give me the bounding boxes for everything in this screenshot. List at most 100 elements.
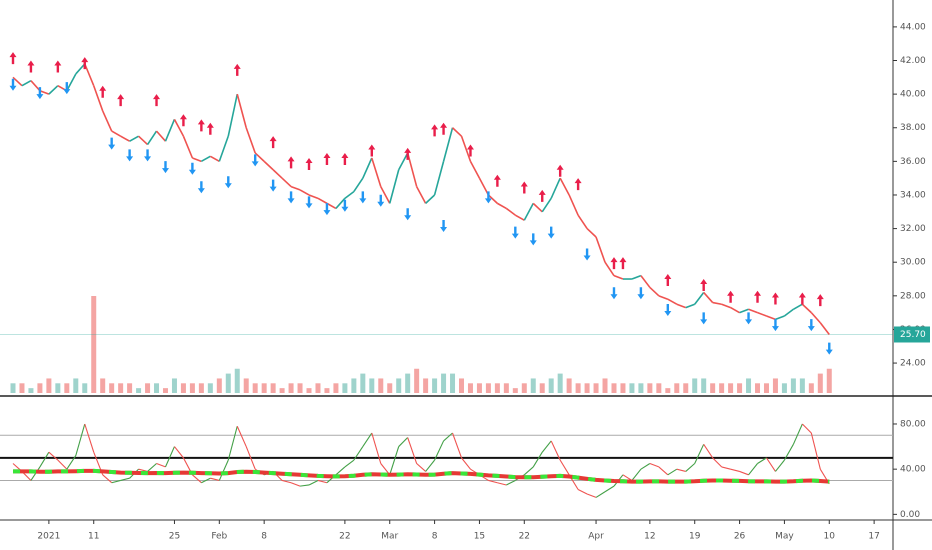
sell-arrow [493,174,501,187]
oscillator-segment [604,485,615,493]
volume-bar [772,378,778,393]
buy-arrow [126,149,134,162]
volume-bar [252,383,258,393]
oscillator-segment [757,457,767,464]
volume-bar [171,378,177,393]
oscillator-segment [739,470,749,476]
sell-arrow [664,273,672,286]
volume-bar [127,383,133,393]
price-segment [810,312,821,324]
sell-arrow [206,122,214,135]
price-segment [667,298,678,305]
volume-bar [512,388,518,393]
oscillator-segment [66,455,77,470]
volume-bar [360,373,366,393]
volume-bar [656,383,662,393]
price-segment [281,177,292,188]
oscillator-segment [201,477,211,484]
sell-arrow [610,257,618,270]
oscillator-segment [595,491,606,498]
oscillator-segment [192,474,202,484]
price-segment [317,197,328,205]
price-segment [783,308,794,317]
price-segment [129,135,139,142]
oscillator-segment [631,468,642,481]
volume-bar [539,383,545,393]
buy-arrow [9,78,17,91]
price-segment [164,119,176,142]
volume-bar [485,383,491,393]
ma-line [13,468,830,484]
price-segment [308,194,319,200]
sell-arrow [341,152,349,165]
sell-arrow [798,292,806,305]
sell-arrow [556,164,564,177]
volume-bar [441,373,447,393]
volume-bar [548,378,554,393]
oscillator-segment [164,446,175,468]
oscillator-segment [156,463,166,468]
volume-bar [799,378,805,393]
volume-bar [737,383,743,393]
buy-arrow [807,319,815,332]
oscillator-segment [218,459,229,481]
sell-arrow [619,257,627,270]
oscillator-segment [721,466,731,470]
sell-arrow [404,147,412,160]
buy-arrow [771,319,779,332]
price-segment [532,202,543,213]
volume-bar [674,383,680,393]
price-segment [613,274,624,280]
oscillator-segment [371,432,382,464]
y-tick-label: 24.00 [900,359,926,369]
price-segment [478,177,490,196]
oscillator-segment [461,457,471,470]
sell-arrow [700,279,708,292]
volume-bar [270,383,276,393]
price-segment [775,315,785,321]
price-segment [425,194,436,204]
price-segment [155,130,167,142]
price-segment [451,127,463,137]
volume-bar [450,373,456,393]
volume-bar [826,368,832,393]
last-price-box [894,326,930,343]
volume-bar [207,383,213,393]
oscillator-segment [290,482,301,487]
x-tick-label: 22 [519,532,530,542]
price-segment [12,76,23,87]
oscillator-segment [416,463,426,472]
oscillator-segment [57,459,68,470]
volume-bar [91,296,97,393]
volume-bar [37,383,43,393]
x-tick-label: 22 [339,532,350,542]
buy-arrow [36,87,44,100]
price-segment [730,306,740,314]
price-segment [120,135,131,142]
oscillator-segment [775,459,785,472]
price-segment [801,303,812,314]
y-tick-label: 34.00 [900,190,926,200]
volume-bar [503,383,509,393]
volume-bar [476,383,482,393]
oscillator-segment [577,489,588,495]
price-segment [362,157,373,179]
buy-arrow [144,149,152,162]
volume-bar [432,378,438,393]
oscillator-segment [335,466,346,476]
oscillator-segment [353,446,364,461]
buy-arrow [484,191,492,204]
volume-bar [817,373,823,393]
price-segment [111,130,122,137]
oscillator-segment [712,457,723,468]
sell-arrow [233,63,241,76]
price-segment [200,155,211,163]
volume-bar [333,383,339,393]
price-segment [523,203,534,221]
price-segment [766,315,776,321]
price-segment [209,155,220,163]
buy-arrow [287,191,295,204]
oscillator-segment [766,457,776,472]
price-segment [757,311,767,317]
volume-bar [494,383,500,393]
